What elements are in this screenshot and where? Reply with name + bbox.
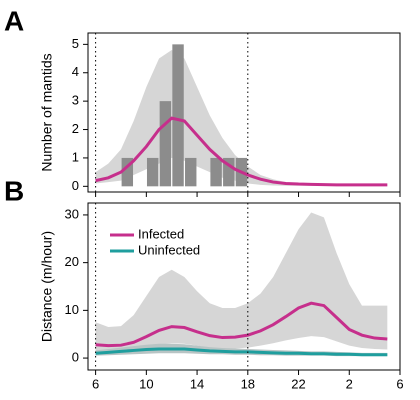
y-tick-label: 0 (72, 350, 79, 365)
y-axis-label: Distance (m/hour) (39, 231, 55, 342)
y-tick-label: 0 (72, 178, 79, 193)
panel-label: B (4, 175, 24, 206)
plot-frame (87, 202, 401, 371)
x-tick-label: 18 (241, 376, 255, 391)
x-tick-label: 14 (190, 376, 204, 391)
series-line (95, 116, 388, 187)
x-tick-label: 6 (92, 376, 99, 391)
y-tick-label: 30 (65, 206, 79, 221)
panel-label: A (4, 5, 24, 36)
y-tick-label: 10 (65, 302, 79, 317)
y-axis-label: Number of mantids (39, 53, 55, 171)
bar (185, 157, 197, 187)
x-tick-label: 10 (139, 376, 153, 391)
bar (159, 101, 172, 187)
bar (146, 157, 159, 187)
y-tick-label: 1 (72, 149, 79, 164)
x-tick-label: 6 (396, 376, 403, 391)
y-tick-label: 20 (65, 254, 79, 269)
confidence-band (95, 212, 388, 352)
plot-frame (87, 32, 401, 193)
y-tick-label: 2 (72, 121, 79, 136)
bar (172, 44, 184, 187)
y-tick-label: 5 (72, 36, 79, 51)
x-tick-label: 2 (346, 376, 353, 391)
legend-label: Infected (138, 226, 184, 241)
bar (210, 157, 222, 187)
legend-label: Uninfected (138, 242, 200, 257)
bar (121, 157, 134, 187)
y-tick-label: 3 (72, 93, 79, 108)
y-tick-label: 4 (72, 64, 79, 79)
x-tick-label: 22 (291, 376, 305, 391)
series-line (95, 347, 388, 357)
bar (223, 157, 235, 187)
series-line (95, 301, 388, 348)
